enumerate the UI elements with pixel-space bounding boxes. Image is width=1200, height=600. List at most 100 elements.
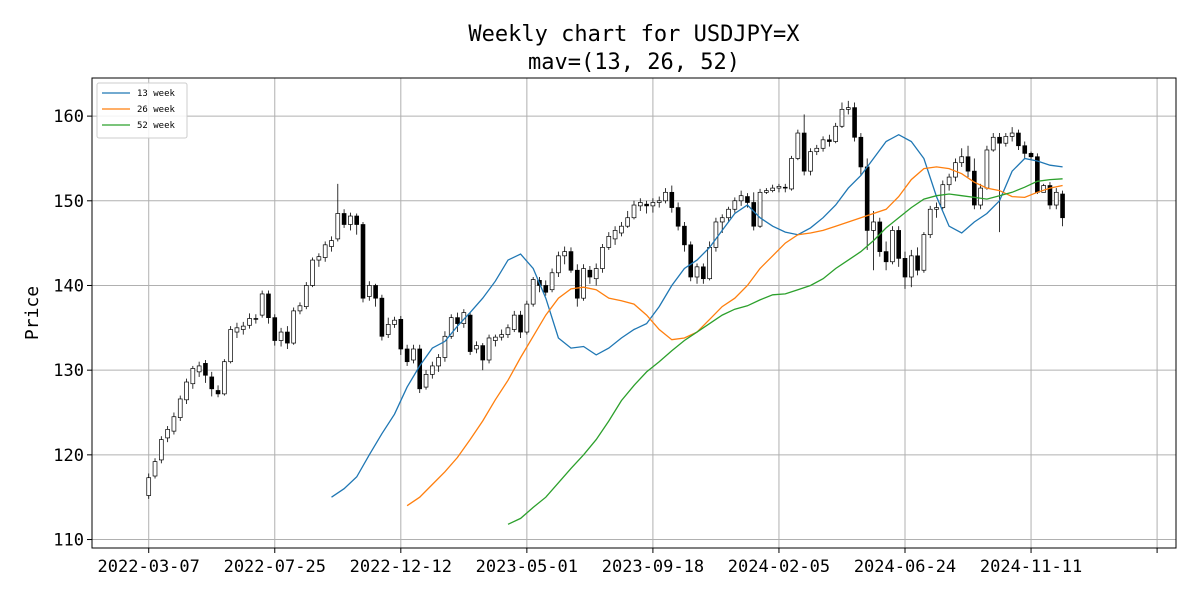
chart-subtitle: mav=(13, 26, 52): [528, 50, 740, 75]
candle-body-up: [348, 215, 353, 225]
candle-body-up: [606, 236, 612, 248]
candle-body-down: [669, 191, 675, 208]
candle-body-down: [398, 319, 404, 350]
candle-body-up: [581, 268, 586, 299]
x-tick-label: 2024-06-24: [854, 557, 956, 577]
x-axis-ticks: 2022-03-07 2022-07-25 2022-12-12 2023-05-01…: [98, 548, 1158, 577]
candle-body-up: [593, 268, 599, 280]
candle-body-down: [864, 166, 870, 231]
candle-body-down: [745, 196, 750, 203]
candle-body-down: [1028, 153, 1034, 158]
candle-body-up: [984, 149, 990, 189]
plot-area-frame: [91, 77, 1177, 549]
candle-body-up: [839, 108, 845, 127]
candle-body-up: [789, 158, 794, 190]
y-axis-ticks: 110 120 130 140 150 160: [53, 107, 92, 551]
candle-body-up: [656, 200, 662, 203]
candle-body-down: [852, 107, 857, 138]
candle-body-up: [499, 334, 504, 338]
candle-body-down: [972, 170, 977, 206]
ma-line-52-week: [507, 178, 1063, 525]
candle-body-up: [738, 195, 744, 202]
candle-body-down: [266, 293, 271, 319]
candle-body-down: [209, 376, 215, 390]
candle-body-up: [430, 365, 435, 375]
candles: [146, 100, 1065, 499]
candle-body-up: [171, 416, 177, 432]
candle-body-up: [940, 184, 946, 208]
candle-body-down: [883, 251, 889, 263]
candle-body-up: [631, 204, 637, 219]
candle-body-down: [1016, 132, 1021, 147]
candle-body-up: [316, 256, 322, 261]
candle-body-up: [908, 255, 914, 278]
x-tick-label: 2023-05-01: [476, 557, 578, 577]
candle-body-down: [682, 225, 687, 246]
candle-body-up: [366, 285, 372, 297]
candle-body-down: [373, 285, 378, 299]
candle-body-up: [1003, 136, 1009, 144]
candle-body-up: [719, 217, 725, 223]
candle-body-up: [556, 255, 561, 274]
candle-body-up: [663, 191, 668, 202]
ma-line-26-week: [406, 166, 1063, 507]
candle-body-down: [480, 345, 486, 361]
candle-body-up: [637, 202, 643, 207]
candle-body-up: [707, 247, 712, 280]
y-tick-label: 150: [53, 192, 84, 212]
candle-body-up: [625, 217, 631, 227]
candle-body-up: [159, 439, 164, 461]
legend-box: [96, 82, 188, 139]
legend-label: 52 week: [137, 121, 176, 131]
y-tick-label: 160: [53, 107, 84, 127]
candle-body-up: [411, 348, 416, 361]
candle-body-up: [890, 230, 895, 263]
candle-body-down: [354, 215, 360, 225]
legend: 13 week 26 week 52 week: [96, 82, 188, 139]
candle-body-up: [795, 132, 801, 159]
candle-body-up: [833, 125, 838, 142]
candle-body-up: [392, 319, 397, 325]
candle-body-up: [228, 329, 233, 363]
candle-body-up: [196, 365, 202, 373]
candle-body-up: [953, 162, 958, 178]
candle-body-up: [776, 186, 782, 189]
candle-body-down: [467, 314, 473, 352]
candle-body-down: [1047, 185, 1053, 206]
candle-body-up: [322, 244, 328, 258]
candle-body-down: [801, 132, 807, 172]
candle-body-down: [997, 136, 1002, 144]
candle-body-up: [549, 272, 555, 291]
candle-body-down: [751, 202, 757, 227]
ma-line-13-week: [331, 133, 1063, 498]
candle-body-down: [877, 221, 883, 252]
candle-body-up: [612, 230, 618, 240]
candle-body-up: [770, 187, 775, 191]
candle-body-up: [562, 251, 567, 257]
candle-body-down: [644, 203, 649, 207]
x-tick-label: 2022-03-07: [98, 557, 200, 577]
candle-body-down: [902, 258, 908, 278]
candle-body-up: [732, 200, 738, 210]
legend-label: 13 week: [137, 89, 176, 99]
candle-body-up: [1053, 191, 1059, 206]
candle-body-up: [448, 317, 454, 337]
moving-averages: [331, 133, 1063, 525]
candle-body-down: [675, 207, 681, 227]
candle-body-up: [310, 259, 315, 286]
candle-body-up: [474, 345, 479, 350]
candle-body-up: [505, 327, 511, 335]
candle-body-up: [820, 139, 826, 149]
candle-body-down: [896, 230, 902, 259]
candle-body-up: [291, 310, 296, 344]
candle-body-up: [921, 234, 927, 271]
candle-body-up: [524, 303, 530, 333]
candle-body-down: [518, 314, 523, 333]
candle-body-up: [650, 202, 656, 207]
candle-body-down: [965, 156, 971, 172]
candle-body-down: [360, 224, 366, 299]
candle-body-up: [808, 151, 813, 172]
candle-body-down: [574, 269, 580, 299]
candle-body-down: [858, 136, 864, 168]
candle-body-up: [247, 318, 252, 326]
